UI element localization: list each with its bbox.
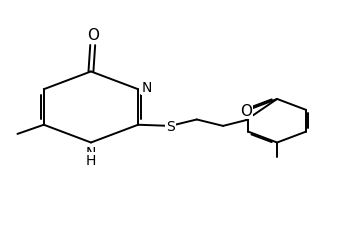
Text: S: S	[166, 119, 175, 133]
Text: O: O	[240, 103, 252, 118]
Text: H: H	[86, 153, 96, 167]
Text: O: O	[87, 28, 99, 43]
Text: N: N	[142, 81, 152, 95]
Text: N: N	[86, 145, 96, 159]
